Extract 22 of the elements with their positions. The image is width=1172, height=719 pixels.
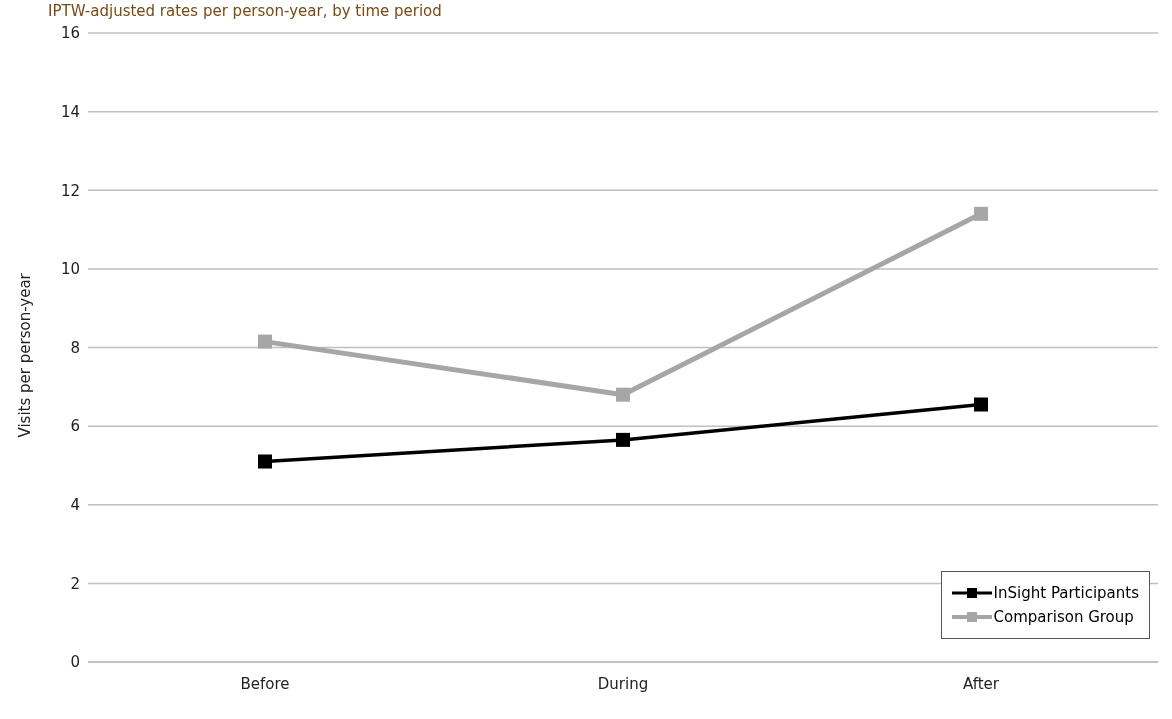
y-tick-label: 6 bbox=[70, 417, 80, 436]
legend-label: InSight Participants bbox=[993, 584, 1139, 602]
x-tick-label: After bbox=[962, 674, 1000, 693]
point bbox=[258, 334, 272, 349]
y-tick-label: 4 bbox=[70, 496, 80, 515]
x-tick-label: Before bbox=[240, 674, 290, 693]
point bbox=[974, 206, 988, 221]
point bbox=[258, 454, 272, 469]
y-tick-label: 8 bbox=[70, 338, 80, 357]
x-tick-label: During bbox=[597, 674, 649, 693]
point bbox=[974, 397, 988, 412]
y-tick-label: 16 bbox=[60, 24, 80, 43]
chart-subtitle: IPTW-adjusted rates per person-year, by time period bbox=[48, 2, 442, 20]
point bbox=[616, 432, 630, 447]
point bbox=[616, 387, 630, 402]
y-tick-label: 12 bbox=[60, 181, 80, 200]
legend-label: Comparison Group bbox=[993, 608, 1134, 626]
y-axis-title: Visits per person-year bbox=[16, 272, 35, 438]
y-tick-label: 10 bbox=[60, 260, 80, 279]
y-tick-label: 2 bbox=[70, 574, 80, 593]
y-tick-label: 0 bbox=[70, 653, 80, 672]
y-tick-label: 14 bbox=[60, 102, 80, 121]
